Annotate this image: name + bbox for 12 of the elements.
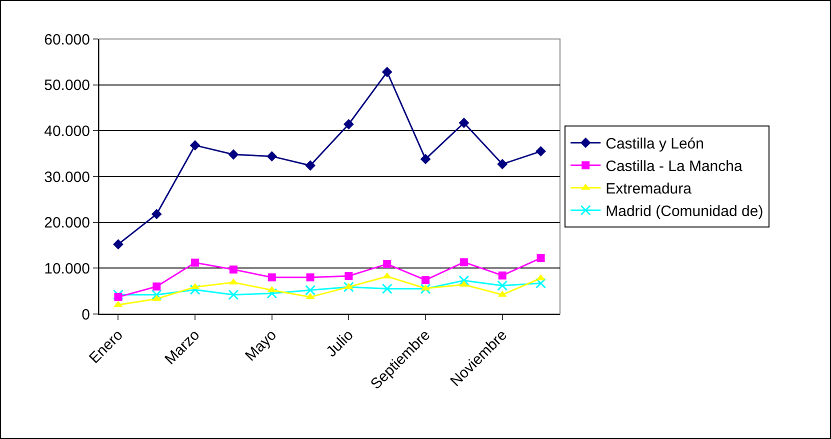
x-tick-label: Julio [323, 326, 357, 360]
y-tick-label: 50.000 [44, 77, 90, 94]
y-tick-label: 30.000 [44, 168, 90, 186]
legend-label: Castilla y León [606, 136, 704, 153]
y-tick-label: 0 [82, 306, 90, 324]
legend-label: Castilla - La Mancha [606, 158, 743, 176]
y-tick-label: 10.000 [44, 260, 90, 278]
y-tick-label: 20.000 [44, 214, 90, 232]
legend-label: Extremadura [606, 180, 692, 198]
legend-label: Madrid (Comunidad de) [606, 203, 764, 220]
y-tick-label: 40.000 [44, 122, 90, 140]
y-tick-label: 60.000 [44, 31, 90, 48]
